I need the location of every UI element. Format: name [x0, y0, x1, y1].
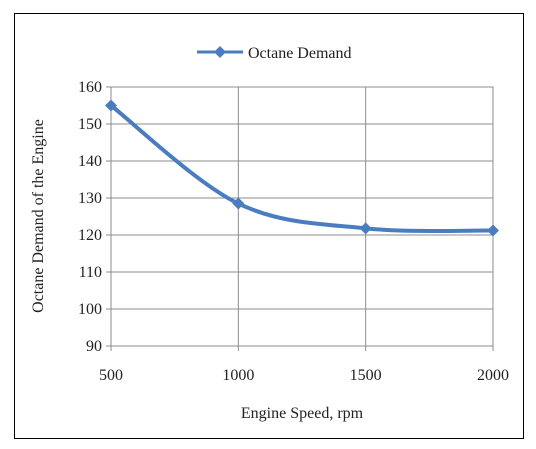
x-tick-label: 1000 — [222, 367, 254, 384]
series-line — [109, 103, 495, 233]
y-tick-label: 130 — [78, 190, 102, 207]
data-point-marker — [232, 197, 245, 210]
y-tick-label: 100 — [78, 301, 102, 318]
data-point-marker — [487, 224, 499, 237]
legend-marker-swatch — [214, 46, 226, 58]
y-tick-label: 150 — [78, 116, 102, 133]
data-point-marker — [359, 222, 372, 235]
x-tick-label: 500 — [99, 367, 123, 384]
y-axis-title: Octane Demand of the Engine — [30, 119, 47, 313]
x-tick-label: 1500 — [350, 367, 382, 384]
legend: Octane Demand — [197, 45, 352, 62]
y-tick-label: 120 — [78, 227, 102, 244]
y-tick-label: 90 — [86, 338, 102, 355]
x-axis-title: Engine Speed, rpm — [241, 405, 364, 422]
y-tick-label: 110 — [79, 264, 102, 281]
data-point-marker — [105, 99, 117, 112]
plot-area — [110, 86, 494, 347]
legend-label: Octane Demand — [248, 45, 352, 62]
y-tick-label: 140 — [78, 153, 102, 170]
x-tick-label: 2000 — [477, 367, 509, 384]
y-tick-label: 160 — [78, 79, 102, 96]
